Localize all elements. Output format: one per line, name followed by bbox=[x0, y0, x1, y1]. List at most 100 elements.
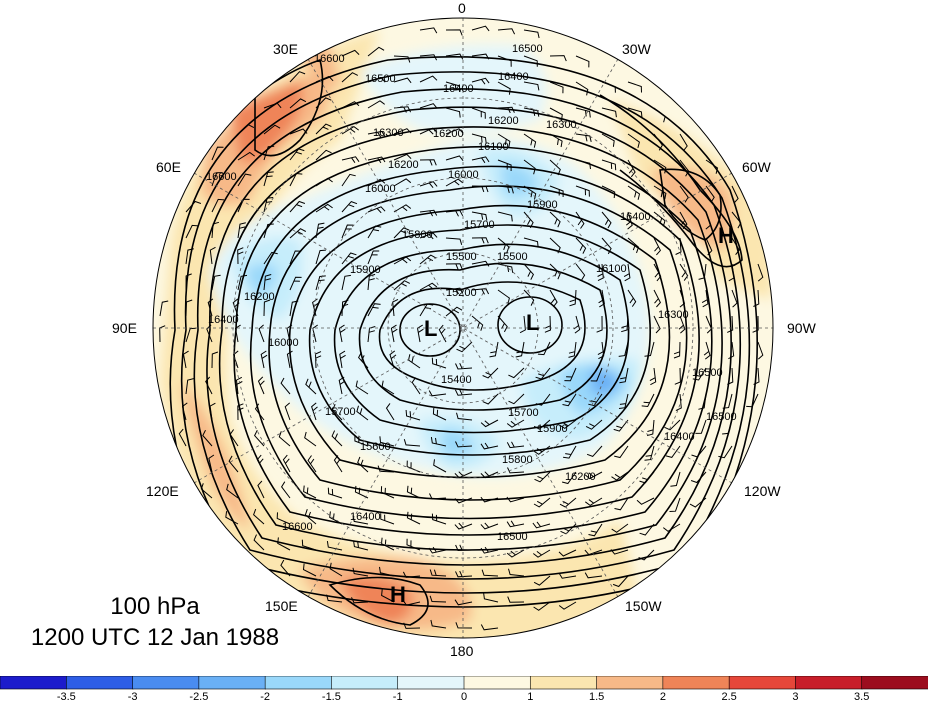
colorbar-tick-label: 1.5 bbox=[588, 691, 605, 703]
wind-barb bbox=[338, 376, 346, 395]
wind-barb bbox=[586, 445, 603, 457]
wind-barb bbox=[673, 341, 681, 359]
wind-barb bbox=[533, 419, 551, 430]
wind-barb bbox=[562, 393, 577, 407]
colorbar-tick-label: -2 bbox=[260, 691, 270, 703]
wind-barb bbox=[653, 107, 666, 123]
wind-barb bbox=[454, 389, 473, 396]
wind-barb bbox=[573, 315, 581, 334]
wind-barb bbox=[381, 380, 395, 395]
low-center-asia: L bbox=[424, 316, 437, 341]
low-center-canada: L bbox=[526, 310, 539, 335]
wind-barb bbox=[289, 300, 299, 317]
wind-barb bbox=[625, 211, 633, 230]
contour-label: 16000 bbox=[448, 169, 479, 181]
wind-barb bbox=[379, 436, 395, 447]
wind-barb bbox=[431, 513, 447, 525]
wind-barb bbox=[618, 393, 629, 409]
wind-barb bbox=[445, 287, 464, 295]
wind-barbs bbox=[159, 25, 764, 631]
wind-barb bbox=[315, 275, 326, 291]
wind-barb bbox=[728, 263, 735, 282]
wind-barb bbox=[289, 228, 307, 239]
wind-barb bbox=[211, 172, 223, 187]
wind-barb bbox=[601, 237, 612, 255]
wind-barb bbox=[301, 539, 317, 551]
wind-barb bbox=[445, 263, 463, 270]
wind-barb bbox=[419, 209, 438, 217]
wind-barb bbox=[326, 594, 343, 603]
wind-barb bbox=[253, 508, 265, 525]
wind-barb bbox=[575, 133, 592, 143]
wind-barb bbox=[367, 77, 386, 83]
wind-barb bbox=[354, 485, 369, 499]
wind-barb bbox=[263, 223, 274, 239]
contour-label: 15800 bbox=[502, 454, 533, 466]
colorbar-swatch bbox=[463, 675, 532, 690]
wind-barb bbox=[202, 429, 213, 447]
wind-barb bbox=[532, 549, 551, 558]
wind-barb bbox=[385, 403, 395, 421]
wind-barb bbox=[356, 405, 369, 421]
wind-barb bbox=[419, 282, 438, 291]
contour-label: 16600 bbox=[206, 171, 237, 183]
wind-barb bbox=[523, 237, 539, 248]
wind-barb bbox=[263, 124, 281, 135]
wind-barb bbox=[263, 102, 282, 109]
wind-barb bbox=[333, 455, 343, 473]
wind-barb bbox=[471, 133, 487, 144]
wind-barb bbox=[506, 520, 525, 528]
wind-barb bbox=[644, 445, 655, 461]
wind-barb bbox=[289, 98, 307, 109]
wind-barb bbox=[506, 419, 525, 428]
wind-barb bbox=[341, 201, 358, 213]
contour-label: 15700 bbox=[464, 219, 495, 231]
contour-labels: 16500 16400 16500 16400 16300 16200 1620… bbox=[206, 43, 737, 543]
contour-label: 16000 bbox=[365, 183, 396, 195]
wind-barb bbox=[341, 72, 359, 83]
wind-barb bbox=[559, 497, 577, 508]
wind-barb bbox=[585, 497, 603, 507]
wind-barb bbox=[753, 367, 760, 385]
longitude-label-120e: 120E bbox=[146, 483, 179, 499]
wind-barb bbox=[480, 624, 499, 631]
wind-barb bbox=[455, 622, 473, 629]
wind-barb bbox=[428, 546, 447, 554]
wind-barb bbox=[433, 459, 447, 473]
wind-barb bbox=[254, 403, 265, 421]
wind-barb bbox=[480, 419, 499, 428]
wind-barb bbox=[352, 567, 369, 577]
wind-barb bbox=[411, 377, 421, 395]
wind-barb bbox=[357, 456, 369, 473]
colorbar-tick-label: 2.5 bbox=[721, 691, 737, 703]
wind-barb bbox=[627, 159, 636, 178]
wind-barb bbox=[393, 77, 412, 84]
wind-barb bbox=[471, 25, 490, 32]
wind-barb bbox=[596, 315, 603, 333]
wind-barb bbox=[515, 341, 525, 358]
wind-barb bbox=[588, 523, 603, 537]
wind-barb bbox=[480, 522, 499, 530]
wind-barb bbox=[610, 549, 629, 555]
wind-barb bbox=[237, 222, 246, 239]
colorbar-swatches bbox=[0, 675, 928, 690]
wind-barb bbox=[402, 599, 421, 606]
wind-barb bbox=[206, 324, 213, 343]
polar-stereographic-map: H H L L 16500 16400 16500 16400 16300 16… bbox=[152, 17, 774, 639]
wind-barb bbox=[549, 263, 561, 280]
wind-barb bbox=[619, 367, 629, 384]
valid-time-title: 1200 UTC 12 Jan 1988 bbox=[30, 624, 280, 651]
wind-barb bbox=[393, 256, 412, 265]
wind-barb bbox=[307, 455, 317, 473]
wind-barb bbox=[380, 513, 395, 525]
wind-barb bbox=[185, 378, 194, 395]
wind-barb bbox=[406, 485, 421, 499]
wind-barb bbox=[497, 55, 512, 67]
wind-barb bbox=[419, 181, 438, 189]
wind-barb bbox=[367, 130, 386, 138]
wind-barb bbox=[549, 237, 561, 254]
wind-barb bbox=[209, 402, 216, 421]
wind-barb bbox=[549, 133, 563, 148]
contour-label: 15900 bbox=[537, 423, 568, 435]
wind-barb bbox=[178, 428, 187, 447]
